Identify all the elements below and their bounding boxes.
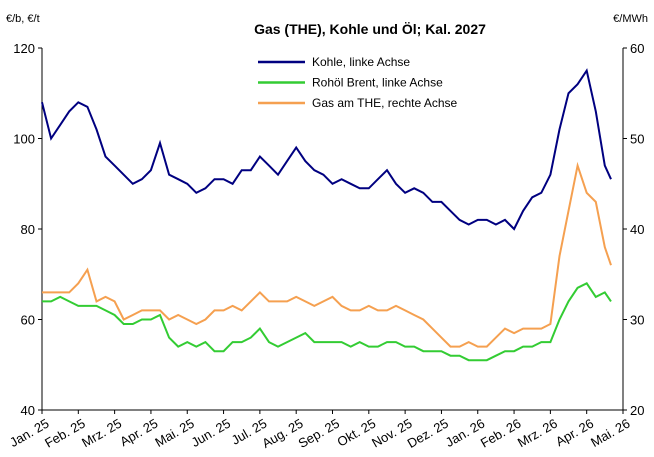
series-line <box>42 161 612 348</box>
x-tick-label: Mai. 25 <box>152 416 196 450</box>
x-tick-label: Jan. 26 <box>443 416 487 450</box>
y2-tick-label: 20 <box>630 403 644 418</box>
x-tick-label: Apr. 25 <box>117 416 160 450</box>
x-tick-label: Sep. 25 <box>296 416 342 451</box>
y2-tick-label: 40 <box>630 222 644 237</box>
y-tick-label: 100 <box>13 132 35 147</box>
x-tick-label: Aug. 25 <box>259 416 305 451</box>
x-tick-label: Mrz. 26 <box>515 416 560 451</box>
y2-tick-label: 60 <box>630 41 644 56</box>
y-tick-label: 80 <box>21 222 35 237</box>
y2-axis-label: €/MWh <box>613 13 648 25</box>
x-tick-label: Okt. 25 <box>335 416 379 450</box>
y-axis-label: €/b, €/t <box>6 13 40 25</box>
x-tick-label: Dez. 25 <box>405 416 451 451</box>
y-tick-label: 120 <box>13 41 35 56</box>
y2-tick-label: 30 <box>630 313 644 328</box>
x-tick-label: Apr. 26 <box>553 416 596 450</box>
x-tick-label: Mrz. 25 <box>79 416 124 451</box>
y-tick-label: 60 <box>21 313 35 328</box>
y2-tick-label: 50 <box>630 132 644 147</box>
series-line <box>41 68 612 231</box>
x-tick-label: Mai. 26 <box>588 416 632 450</box>
x-tick-label: Jun. 25 <box>189 416 233 450</box>
chart-title: Gas (THE), Kohle und Öl; Kal. 2027 <box>254 21 486 37</box>
y-tick-label: 40 <box>21 403 35 418</box>
x-tick-label: Feb. 26 <box>478 416 524 451</box>
x-tick-label: Feb. 25 <box>42 416 88 451</box>
legend-label: Gas am THE, rechte Achse <box>312 96 457 110</box>
legend-label: Rohöl Brent, linke Achse <box>312 76 443 90</box>
series-line <box>42 282 612 362</box>
x-tick-label: Jan. 25 <box>7 416 51 450</box>
legend-label: Kohle, linke Achse <box>312 55 410 69</box>
